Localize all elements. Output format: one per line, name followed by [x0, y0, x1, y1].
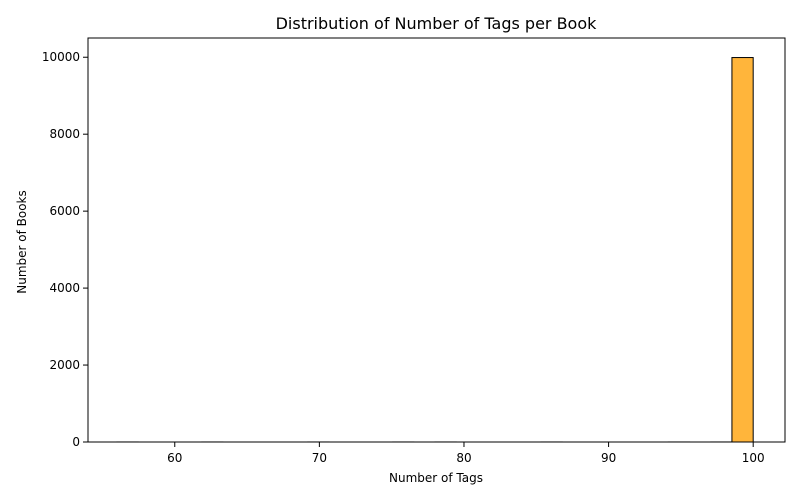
y-tick-label: 8000 [49, 127, 80, 141]
x-tick-label: 100 [742, 451, 765, 465]
histogram-bar [731, 57, 754, 443]
y-tick-label: 6000 [49, 204, 80, 218]
y-tick-label: 10000 [42, 50, 80, 64]
y-tick-label: 2000 [49, 358, 80, 372]
chart-title: Distribution of Number of Tags per Book [276, 14, 598, 33]
x-tick-label: 90 [601, 451, 616, 465]
plot-frame [87, 37, 786, 443]
y-axis-label: Number of Books [15, 190, 29, 294]
x-axis-label: Number of Tags [389, 471, 483, 485]
x-axis-ticks: 60 70 80 90 100 [167, 442, 765, 465]
bars-group [116, 57, 754, 443]
x-tick-label: 70 [312, 451, 327, 465]
x-tick-label: 80 [456, 451, 471, 465]
y-axis-ticks: 0 2000 4000 6000 8000 10000 [42, 50, 88, 449]
x-tick-label: 60 [167, 451, 182, 465]
y-tick-label: 0 [72, 435, 80, 449]
y-tick-label: 4000 [49, 281, 80, 295]
